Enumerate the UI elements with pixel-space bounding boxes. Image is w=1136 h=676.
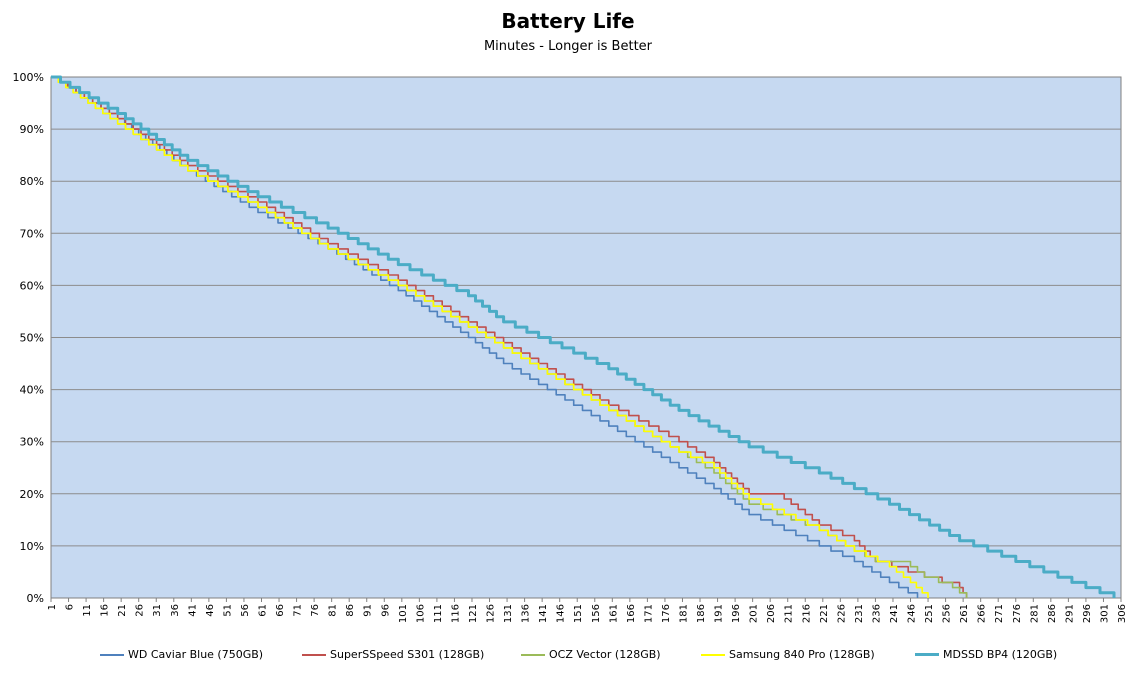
x-tick-label: 231 <box>854 604 865 623</box>
x-tick-label: 271 <box>994 604 1005 623</box>
gridlines <box>51 128 1121 547</box>
x-tick-label: 46 <box>205 604 216 617</box>
legend-label: WD Caviar Blue (750GB) <box>128 648 264 661</box>
x-tick-label: 141 <box>538 604 549 623</box>
x-tick-label: 116 <box>450 604 461 623</box>
x-tick-label: 241 <box>889 604 900 623</box>
chart-title: Battery Life <box>501 9 635 33</box>
y-tick-label: 60% <box>20 279 44 292</box>
x-tick-label: 301 <box>1099 604 1110 623</box>
x-tick-label: 211 <box>784 604 795 623</box>
y-tick-label: 20% <box>20 488 44 501</box>
series-line <box>51 75 1116 598</box>
x-tick-label: 81 <box>328 604 339 617</box>
y-tick-label: 50% <box>20 332 44 345</box>
series-line <box>51 76 929 598</box>
legend-item-samsung-840-pro: Samsung 840 Pro (128GB) <box>701 648 875 661</box>
y-tick-label: 10% <box>20 540 44 553</box>
y-tick-label: 40% <box>20 384 44 397</box>
x-tick-label: 266 <box>977 604 988 623</box>
x-tick-label: 216 <box>801 604 812 623</box>
series-lines <box>51 75 1116 598</box>
x-tick-label: 146 <box>556 604 567 623</box>
y-tick-label: 90% <box>20 123 44 136</box>
y-tick-label: 70% <box>20 227 44 240</box>
x-tick-label: 201 <box>749 604 760 623</box>
x-tick-label: 86 <box>345 604 356 617</box>
x-tick-label: 226 <box>836 604 847 623</box>
x-tick-label: 261 <box>959 604 970 623</box>
legend-label: MDSSD BP4 (120GB) <box>943 648 1058 661</box>
x-tick-label: 306 <box>1117 604 1128 623</box>
legend-swatch <box>521 653 545 656</box>
y-tick-label: 80% <box>20 175 44 188</box>
x-tick-label: 191 <box>714 604 725 623</box>
x-tick-label: 196 <box>731 604 742 623</box>
x-tick-label: 176 <box>661 604 672 623</box>
x-tick-label: 291 <box>1064 604 1075 623</box>
x-tick-label: 76 <box>310 604 321 617</box>
x-tick-label: 111 <box>433 604 444 623</box>
x-tick-label: 101 <box>398 604 409 623</box>
legend-swatch <box>100 653 124 656</box>
x-tick-label: 166 <box>626 604 637 623</box>
x-tick-label: 61 <box>257 604 268 617</box>
legend-label: Samsung 840 Pro (128GB) <box>729 648 875 661</box>
x-tick-label: 1 <box>47 604 58 610</box>
x-tick-label: 276 <box>1012 604 1023 623</box>
legend-label: SuperSSpeed S301 (128GB) <box>330 648 485 661</box>
x-tick-label: 36 <box>170 604 181 617</box>
x-tick-label: 71 <box>293 604 304 617</box>
legend-item-ocz-vector: OCZ Vector (128GB) <box>521 648 661 661</box>
x-tick-label: 51 <box>222 604 233 617</box>
x-tick-label: 246 <box>907 604 918 623</box>
chart-subtitle: Minutes - Longer is Better <box>483 39 653 54</box>
x-tick-label: 126 <box>486 604 497 623</box>
y-tick-label: 0% <box>27 592 44 605</box>
x-tick-label: 251 <box>924 604 935 623</box>
legend-swatch <box>701 653 725 656</box>
x-tick-label: 296 <box>1082 604 1093 623</box>
x-tick-label: 286 <box>1047 604 1058 623</box>
x-tick-label: 181 <box>678 604 689 623</box>
y-tick-label: 100% <box>13 71 44 84</box>
x-tick-label: 96 <box>380 604 391 617</box>
legend-label: OCZ Vector (128GB) <box>549 648 661 661</box>
y-tick-label: 30% <box>20 436 44 449</box>
x-axis-tick-labels: 1 6 11 16 21 26 31 36 41 46 51 56 61 66 71 76 81 86 91 96 10… <box>47 598 1128 623</box>
x-tick-label: 256 <box>942 604 953 623</box>
x-tick-label: 21 <box>117 604 128 617</box>
legend: WD Caviar Blue (750GB) SuperSSpeed S301 … <box>0 648 1136 666</box>
x-tick-label: 221 <box>819 604 830 623</box>
x-tick-label: 26 <box>135 604 146 617</box>
x-tick-label: 91 <box>363 604 374 617</box>
legend-swatch <box>915 653 939 656</box>
x-tick-label: 186 <box>696 604 707 623</box>
x-tick-label: 171 <box>643 604 654 623</box>
x-tick-label: 136 <box>521 604 532 623</box>
x-tick-label: 66 <box>275 604 286 617</box>
x-tick-label: 11 <box>82 604 93 617</box>
x-tick-label: 156 <box>591 604 602 623</box>
x-tick-label: 41 <box>187 604 198 617</box>
x-tick-label: 31 <box>152 604 163 617</box>
legend-item-wd-caviar-blue: WD Caviar Blue (750GB) <box>100 648 263 661</box>
legend-item-mdssd-bp4: MDSSD BP4 (120GB) <box>915 648 1057 661</box>
x-tick-label: 121 <box>468 604 479 623</box>
x-tick-label: 56 <box>240 604 251 617</box>
x-tick-label: 206 <box>766 604 777 623</box>
y-axis-tick-labels: 0% 10% 20% 30% 40% 50% 60% 70% 80% 90% 100% <box>13 71 44 605</box>
legend-swatch <box>302 653 326 656</box>
x-tick-label: 131 <box>503 604 514 623</box>
x-tick-label: 6 <box>65 604 76 610</box>
x-tick-label: 151 <box>573 604 584 623</box>
x-tick-label: 106 <box>415 604 426 623</box>
x-tick-label: 281 <box>1029 604 1040 623</box>
x-tick-label: 236 <box>871 604 882 623</box>
x-tick-label: 161 <box>608 604 619 623</box>
legend-item-superspeed-s301: SuperSSpeed S301 (128GB) <box>302 648 484 661</box>
x-tick-label: 16 <box>100 604 111 617</box>
